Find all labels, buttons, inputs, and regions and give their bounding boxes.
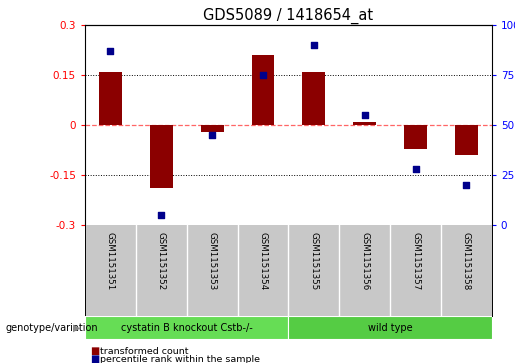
Bar bbox=[99, 72, 122, 125]
Point bbox=[259, 72, 267, 78]
Text: ▶: ▶ bbox=[73, 323, 80, 333]
Text: GSM1151351: GSM1151351 bbox=[106, 232, 115, 290]
Text: percentile rank within the sample: percentile rank within the sample bbox=[100, 355, 261, 363]
Bar bbox=[251, 55, 274, 125]
Point bbox=[106, 48, 114, 54]
Text: GSM1151356: GSM1151356 bbox=[360, 232, 369, 290]
Text: GSM1151355: GSM1151355 bbox=[310, 232, 318, 290]
Text: wild type: wild type bbox=[368, 323, 413, 333]
Bar bbox=[404, 125, 427, 148]
Point bbox=[462, 182, 471, 188]
Text: ■: ■ bbox=[90, 346, 99, 356]
Text: GSM1151358: GSM1151358 bbox=[462, 232, 471, 290]
Bar bbox=[353, 122, 376, 125]
Bar bbox=[85, 316, 288, 339]
Point bbox=[411, 166, 420, 172]
Title: GDS5089 / 1418654_at: GDS5089 / 1418654_at bbox=[203, 8, 373, 24]
Text: transformed count: transformed count bbox=[100, 347, 189, 355]
Text: GSM1151354: GSM1151354 bbox=[259, 232, 267, 290]
Bar bbox=[150, 125, 173, 188]
Point bbox=[310, 42, 318, 48]
Bar bbox=[302, 72, 325, 125]
Point bbox=[157, 212, 165, 218]
Bar bbox=[288, 316, 492, 339]
Point bbox=[208, 132, 216, 138]
Text: GSM1151353: GSM1151353 bbox=[208, 232, 217, 290]
Point bbox=[360, 112, 369, 118]
Bar bbox=[201, 125, 224, 132]
Bar bbox=[455, 125, 478, 155]
Text: GSM1151357: GSM1151357 bbox=[411, 232, 420, 290]
Text: cystatin B knockout Cstb-/-: cystatin B knockout Cstb-/- bbox=[121, 323, 252, 333]
Text: genotype/variation: genotype/variation bbox=[5, 323, 98, 333]
Text: ■: ■ bbox=[90, 354, 99, 363]
Text: GSM1151352: GSM1151352 bbox=[157, 232, 166, 290]
